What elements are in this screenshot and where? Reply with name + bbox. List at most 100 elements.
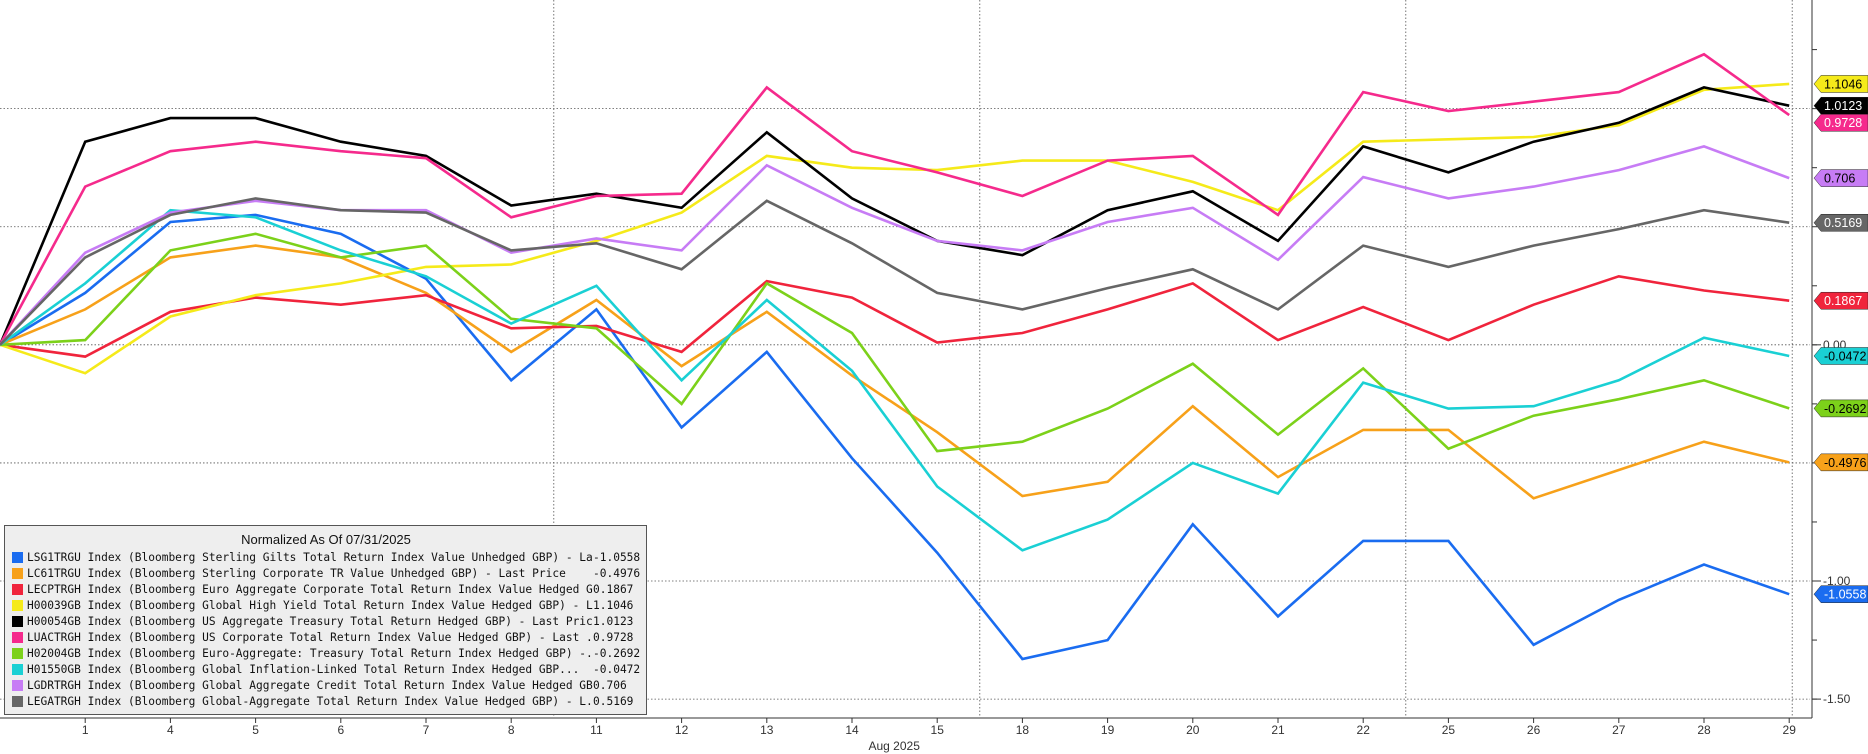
last-value-tag-2 [1813,291,1868,310]
last-value-tag-7 [1813,347,1868,365]
legend-entry: H00054GB Index (Bloomberg US Aggregate T… [12,613,640,629]
x-tick-label: 29 [1783,723,1797,737]
legend-entry: H02004GB Index (Bloomberg Euro-Aggregate… [12,645,640,661]
x-tick-label: 21 [1271,723,1285,737]
last-value-label-2: 0.1867 [1824,294,1862,308]
legend-value: 0.706 [593,678,627,692]
x-tick-label: 22 [1357,723,1371,737]
chart-legend: Normalized As Of 07/31/2025 LSG1TRGU Ind… [4,525,647,715]
legend-swatch [12,679,23,691]
legend-value: 0.1867 [593,582,634,596]
legend-label: H01550GB Index (Bloomberg Global Inflati… [27,662,580,676]
x-tick-label: 27 [1612,723,1626,737]
series-line-7 [0,208,1790,552]
last-value-label-5: 0.9728 [1824,116,1862,130]
x-axis-period-label: Aug 2025 [869,739,921,753]
last-value-tag-9 [1813,213,1868,232]
last-value-label-7: -0.0472 [1824,349,1866,363]
legend-title: Normalized As Of 07/31/2025 [241,532,411,547]
legend-swatch [12,583,23,595]
legend-swatch [12,551,23,563]
series-line-8 [0,145,1790,346]
legend-entry: LC61TRGU Index (Bloomberg Sterling Corpo… [12,565,640,581]
legend-entry: LEGATRGH Index (Bloomberg Global-Aggrega… [12,693,640,709]
series-lines [0,52,1790,661]
legend-label: LC61TRGU Index (Bloomberg Sterling Corpo… [27,566,566,580]
x-tick-label: 14 [845,723,859,737]
x-tick-label: 6 [337,723,344,737]
y-tick-label: -1.00 [1823,574,1851,588]
legend-swatch [12,567,23,579]
series-line-9 [0,197,1790,346]
legend-value: -0.0472 [593,662,641,676]
legend-entry: LGDRTRGH Index (Bloomberg Global Aggrega… [12,677,640,693]
x-tick-label: 20 [1186,723,1200,737]
x-tick-label: 7 [423,723,430,737]
legend-label: LECPTRGH Index (Bloomberg Euro Aggregate… [27,582,593,596]
legend-entry: H00039GB Index (Bloomberg Global High Yi… [12,597,640,613]
last-value-label-0: -1.0558 [1824,588,1866,602]
legend-label: H00039GB Index (Bloomberg Global High Yi… [27,598,593,612]
legend-swatch [12,695,23,707]
legend-entry: H01550GB Index (Bloomberg Global Inflati… [12,661,640,677]
legend-swatch [12,647,23,659]
series-line-5 [0,52,1790,346]
legend-label: LUACTRGH Index (Bloomberg US Corporate T… [27,630,593,644]
x-tick-label: 18 [1016,723,1030,737]
x-tick-label: 25 [1442,723,1456,737]
last-value-tag-0 [1813,585,1868,603]
x-tick-label: 1 [82,723,89,737]
series-line-4 [0,86,1790,346]
last-value-tag-4 [1813,96,1868,115]
last-value-tags: 1.1046 1.0123 0.9728 0.706 0.5169 0.1867 -0.04… [1813,75,1868,603]
last-value-tag-6 [1813,399,1868,418]
last-value-label-4: 1.0123 [1824,99,1862,113]
series-line-6 [0,232,1790,453]
series-line-3 [0,82,1790,375]
last-value-label-1: -0.4976 [1824,456,1866,470]
x-tick-label: 26 [1527,723,1541,737]
legend-value: -1.0558 [593,550,641,564]
last-value-tag-1 [1813,453,1868,472]
legend-value: 0.5169 [593,694,634,708]
legend-entry: LUACTRGH Index (Bloomberg US Corporate T… [12,629,640,645]
x-tick-label: 4 [167,723,174,737]
series-line-1 [0,244,1790,500]
last-value-tag-3 [1813,75,1868,93]
last-value-label-9: 0.5169 [1824,216,1862,230]
x-tick-label: 28 [1697,723,1711,737]
legend-label: LEGATRGH Index (Bloomberg Global-Aggrega… [27,694,593,708]
legend-label: H00054GB Index (Bloomberg US Aggregate T… [27,614,593,628]
legend-swatch [12,663,23,675]
series-line-2 [0,274,1790,358]
x-tick-label: 13 [760,723,774,737]
legend-label: H02004GB Index (Bloomberg Euro-Aggregate… [27,646,593,660]
last-value-label-8: 0.706 [1824,172,1855,186]
last-value-label-3: 1.1046 [1824,77,1862,91]
legend-value: -0.2692 [593,646,641,660]
legend-rows: LSG1TRGU Index (Bloomberg Sterling Gilts… [12,549,640,709]
x-tick-label: 19 [1101,723,1115,737]
legend-label: LGDRTRGH Index (Bloomberg Global Aggrega… [27,678,593,692]
x-tick-label: 5 [252,723,259,737]
x-tick-label: 11 [590,723,603,737]
x-tick-label: 15 [931,723,945,737]
legend-entry: LSG1TRGU Index (Bloomberg Sterling Gilts… [12,549,640,565]
legend-swatch [12,599,23,611]
legend-value: 0.9728 [593,630,634,644]
y-tick-label: -1.50 [1823,692,1851,706]
x-tick-label: 12 [675,723,689,737]
legend-label: LSG1TRGU Index (Bloomberg Sterling Gilts… [27,550,593,564]
legend-value: 1.0123 [593,614,634,628]
last-value-tag-8 [1813,169,1868,187]
legend-value: 1.1046 [593,598,634,612]
legend-swatch [12,615,23,627]
last-value-tag-5 [1813,113,1868,132]
legend-entry: LECPTRGH Index (Bloomberg Euro Aggregate… [12,581,640,597]
series-line-0 [0,213,1790,661]
legend-value: -0.4976 [593,566,641,580]
x-tick-label: 8 [508,723,515,737]
